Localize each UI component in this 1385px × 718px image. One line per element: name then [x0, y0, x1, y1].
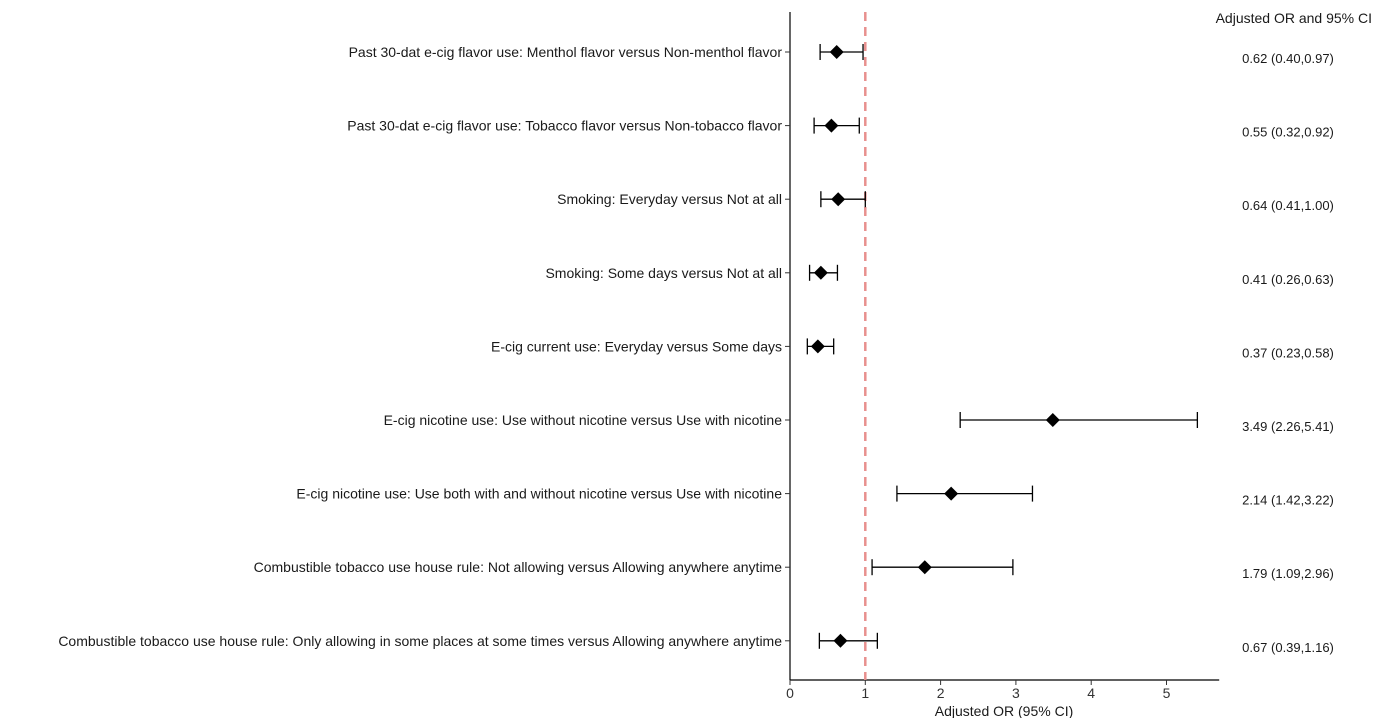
row-label: E-cig nicotine use: Use both with and wi… [296, 486, 782, 502]
or-point-marker [824, 118, 839, 133]
or-ci-text: 0.41 (0.26,0.63) [1242, 272, 1334, 287]
row-label: Combustible tobacco use house rule: Not … [254, 559, 783, 575]
or-ci-text: 0.37 (0.23,0.58) [1242, 345, 1334, 360]
or-ci-text: 0.55 (0.32,0.92) [1242, 125, 1334, 140]
or-ci-text: 3.49 (2.26,5.41) [1242, 419, 1334, 434]
or-point-marker [810, 339, 825, 354]
x-tick-label: 1 [861, 685, 869, 701]
x-tick-label: 5 [1163, 685, 1171, 701]
or-ci-text: 1.79 (1.09,2.96) [1242, 566, 1334, 581]
row-label: Past 30-dat e-cig flavor use: Menthol fl… [349, 44, 783, 60]
plot-area: 0 1 2 3 4 5 Past 30-dat e-cig flavor use: Ment… [58, 12, 1334, 701]
or-point-marker [813, 265, 828, 280]
or-point-marker [944, 486, 959, 501]
or-ci-text: 0.62 (0.40,0.97) [1242, 51, 1334, 66]
or-point-marker [831, 192, 846, 207]
row-label: Smoking: Everyday versus Not at all [557, 191, 782, 207]
ci-column-header: Adjusted OR and 95% CI [1216, 10, 1372, 26]
or-point-marker [833, 633, 848, 648]
or-point-marker [829, 45, 844, 59]
or-ci-text: 2.14 (1.42,3.22) [1242, 493, 1334, 508]
or-ci-text: 0.67 (0.39,1.16) [1242, 640, 1334, 655]
row-label: Combustible tobacco use house rule: Only… [58, 633, 782, 649]
or-point-marker [1045, 413, 1060, 427]
row-label: E-cig nicotine use: Use without nicotine… [384, 412, 783, 428]
x-tick-label: 4 [1087, 685, 1095, 701]
x-tick-label: 0 [786, 685, 794, 701]
or-ci-text: 0.64 (0.41,1.00) [1242, 198, 1334, 213]
x-tick-label: 2 [937, 685, 945, 701]
x-axis-title: Adjusted OR (95% CI) [935, 703, 1074, 718]
x-tick-label: 3 [1012, 685, 1020, 701]
row-label: Past 30-dat e-cig flavor use: Tobacco fl… [347, 118, 782, 134]
row-label: Smoking: Some days versus Not at all [545, 265, 782, 281]
or-point-marker [917, 560, 932, 575]
row-label: E-cig current use: Everyday versus Some … [491, 338, 782, 354]
